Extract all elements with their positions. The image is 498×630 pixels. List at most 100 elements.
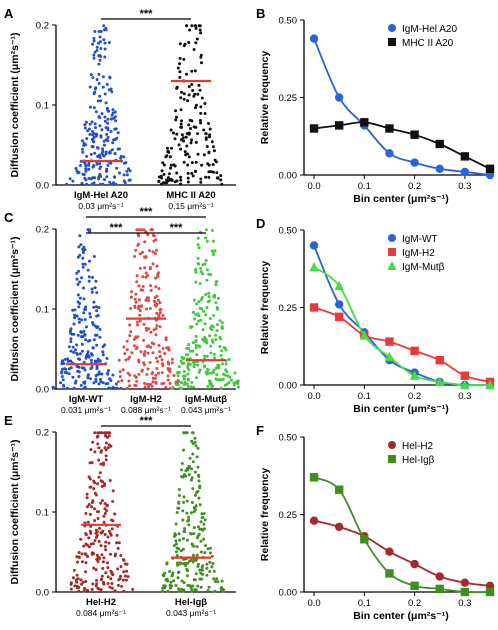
data-point [221,377,225,381]
data-point [163,352,167,355]
data-point [151,380,155,384]
data-point [191,584,195,588]
data-point [189,511,193,515]
data-point [82,589,86,593]
data-point [90,287,94,291]
data-point [149,345,153,349]
data-point [102,461,105,465]
data-point [385,547,394,556]
data-point [83,248,87,252]
data-point [184,431,188,435]
data-point [185,144,189,148]
data-point [197,246,201,250]
data-point [435,584,444,594]
data-point [102,24,106,28]
data-point [168,570,172,573]
data-point [148,361,152,364]
data-point [198,88,202,92]
data-point [69,349,73,353]
data-point [207,291,211,295]
data-point [98,359,102,363]
data-point [91,145,95,148]
data-point [194,572,198,576]
x-axis-label: Bin center (μm²s⁻¹) [353,193,448,205]
data-point [157,287,161,290]
data-point [103,41,107,45]
data-point [121,368,125,372]
y-tick-label: 0.00 [279,588,298,599]
data-point [99,30,103,33]
data-point [182,377,186,381]
data-point [100,574,104,578]
data-point [180,133,184,137]
data-point [143,354,146,357]
data-point [183,374,187,378]
data-point [184,469,188,473]
y-tick-label: 0.25 [279,303,298,314]
data-point [166,176,170,180]
data-point [180,381,184,384]
data-point [203,518,207,522]
y-axis-label: Diffusion coefficient (μm²s⁻¹) [9,33,21,178]
x-tick-label: 0.1 [358,181,371,192]
data-point [78,280,82,284]
data-point [100,112,104,116]
data-point [198,28,202,32]
data-point [170,146,173,150]
data-point [199,298,203,302]
data-point [159,307,163,311]
data-point [195,322,199,326]
data-point [182,139,186,143]
data-point [385,569,394,578]
data-point [187,123,191,127]
data-point [220,586,224,589]
data-point [197,300,201,304]
data-point [81,150,85,154]
data-point [191,341,195,345]
panel-label: F [256,423,264,438]
category-label: IgM-H2 [130,394,162,405]
data-point [180,462,184,465]
data-point [165,578,169,582]
category-sublabel: 0.043 μm²s⁻¹ [166,608,216,618]
data-point [139,350,143,354]
data-point [74,578,78,582]
data-point [179,549,183,553]
data-point [179,175,183,179]
data-point [201,263,205,267]
data-point [190,119,194,123]
data-point [88,312,92,316]
data-point [90,182,94,186]
data-point [154,285,158,289]
panel-F: F 0.00 0.25 0.50 0.0 0.1 0.2 0.3 Relative freque… [256,423,495,622]
data-point [111,500,115,503]
data-point [142,228,146,232]
data-point [174,539,178,543]
data-point [219,178,223,182]
data-point [143,382,146,385]
data-point [334,522,344,532]
data-point [131,587,135,591]
y-tick-label: 0.00 [279,171,298,182]
data-point [144,326,148,330]
data-point [106,446,110,450]
data-point [96,155,100,158]
data-point [119,574,122,578]
data-point [205,573,209,577]
data-point [119,554,123,557]
data-point [99,544,103,548]
data-point [205,566,209,570]
data-point [334,280,344,290]
data-point [172,579,176,583]
y-axis-label: Diffusion coefficient (μm²s⁻¹) [9,440,21,585]
data-point [137,358,141,362]
data-point [198,345,202,349]
data-point [174,522,178,526]
data-point [201,572,205,576]
group-IgM-H2 [116,228,182,390]
data-point [77,305,81,309]
data-point [96,146,99,150]
data-point [177,488,181,491]
data-point [152,342,156,346]
data-point [194,444,198,448]
